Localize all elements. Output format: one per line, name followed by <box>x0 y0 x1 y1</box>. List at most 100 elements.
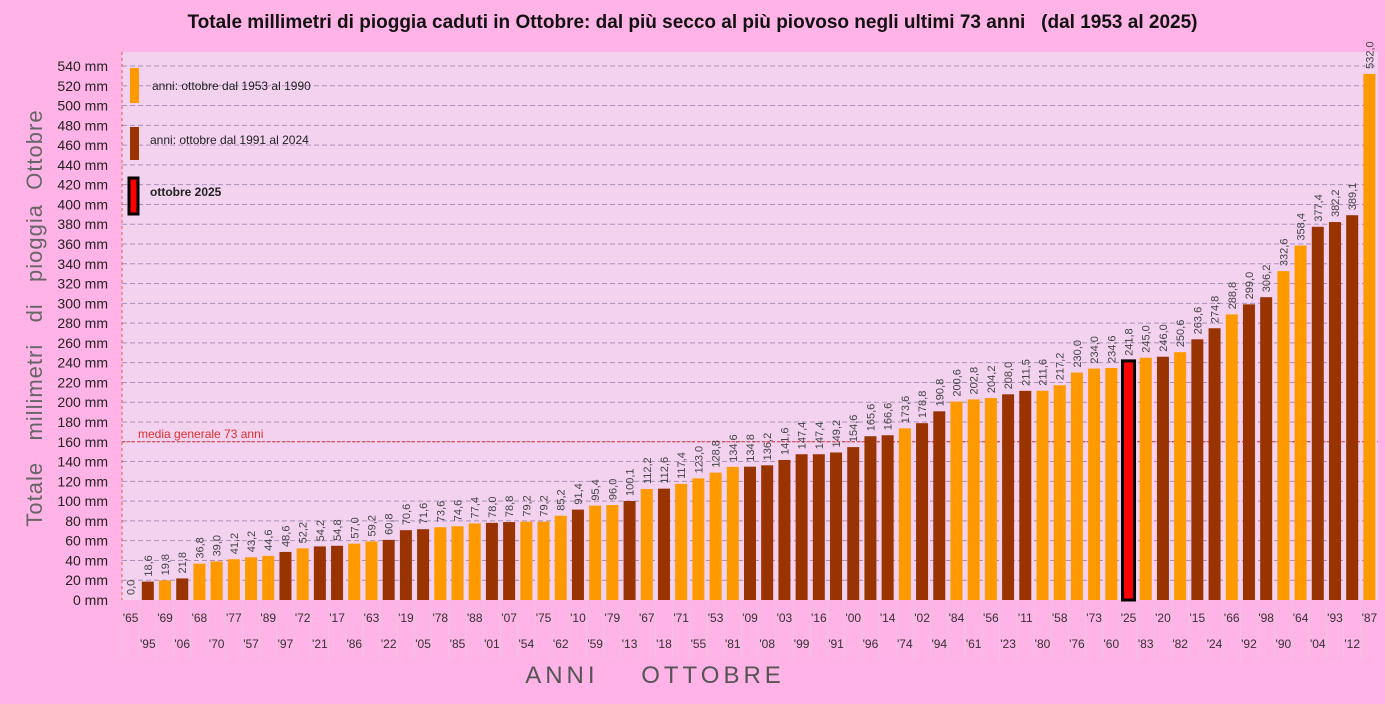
x-tick-label: '19 <box>398 611 414 625</box>
bar-53 <box>709 472 722 600</box>
bar-61 <box>967 399 980 600</box>
bar-77 <box>227 559 240 600</box>
bar-09 <box>744 466 756 600</box>
bar-59 <box>589 505 602 600</box>
data-label: 217,2 <box>1055 353 1067 381</box>
x-tick-label: '21 <box>312 637 328 651</box>
bar-82 <box>1174 352 1187 600</box>
bar-11 <box>1019 390 1032 600</box>
y-tick-label: 360 mm <box>57 236 108 252</box>
y-tick-label: 260 mm <box>57 335 108 351</box>
data-label: 52,2 <box>298 522 310 543</box>
mean-line-label: media generale 73 anni <box>138 427 263 441</box>
y-tick-label: 540 mm <box>57 58 108 74</box>
bar-07 <box>503 522 516 600</box>
data-label: 147,4 <box>797 422 809 450</box>
bar-16 <box>812 454 825 600</box>
x-tick-label: '87 <box>1362 611 1378 625</box>
bar-62 <box>554 515 567 600</box>
x-tick-label: '64 <box>1293 611 1309 625</box>
x-tick-label: '79 <box>605 611 621 625</box>
bar-24 <box>1208 328 1221 600</box>
bar-56 <box>984 398 997 600</box>
x-axis-title: ANNI OTTOBRE <box>525 662 785 689</box>
bar-15 <box>1191 339 1204 600</box>
y-tick-label: 280 mm <box>57 315 108 331</box>
data-label: 234,6 <box>1106 335 1118 363</box>
x-tick-label: '22 <box>381 637 397 651</box>
data-label: 59,2 <box>366 515 378 536</box>
data-label: 71,6 <box>418 503 430 524</box>
bar-00 <box>847 447 860 600</box>
bar-73 <box>1088 368 1101 600</box>
bar-90 <box>1277 271 1290 600</box>
bar-55 <box>692 478 705 600</box>
x-tick-label: '93 <box>1327 611 1343 625</box>
x-tick-label: '03 <box>777 611 793 625</box>
x-tick-label: '10 <box>570 611 586 625</box>
data-label: 306,2 <box>1261 265 1273 293</box>
bar-70 <box>210 561 223 600</box>
y-tick-label: 60 mm <box>65 533 108 549</box>
data-label: 250,6 <box>1175 320 1187 348</box>
legend-label-2025: ottobre 2025 <box>150 185 222 199</box>
x-tick-label: '54 <box>519 637 535 651</box>
x-tick-label: '86 <box>346 637 362 651</box>
y-tick-label: 500 mm <box>57 98 108 114</box>
y-tick-label: 400 mm <box>57 196 108 212</box>
x-tick-label: '92 <box>1241 637 1257 651</box>
x-tick-label: '61 <box>966 637 982 651</box>
x-tick-label: '11 <box>1018 611 1033 625</box>
bar-69 <box>159 580 172 600</box>
data-label: 74,6 <box>453 500 465 521</box>
data-label: 77,4 <box>470 497 482 518</box>
bar-23 <box>1002 394 1015 600</box>
bar-94 <box>933 411 946 600</box>
bar-72 <box>296 548 309 600</box>
bar-71 <box>675 483 688 600</box>
legend-swatch-2025 <box>127 176 140 216</box>
data-label: 112,6 <box>659 457 671 484</box>
bar-79 <box>606 505 619 600</box>
legend-label-1953-1990: anni: ottobre dal 1953 al 1990 <box>152 79 311 93</box>
data-label: 79,2 <box>521 495 533 516</box>
x-tick-label: '76 <box>1069 637 1085 651</box>
x-tick-label: '25 <box>1121 611 1137 625</box>
x-tick-label: '95 <box>140 637 156 651</box>
x-tick-label: '67 <box>639 611 655 625</box>
data-label: 532,0 <box>1364 41 1376 69</box>
y-tick-label: 220 mm <box>57 374 108 390</box>
data-label: 85,2 <box>556 489 568 510</box>
bar-85 <box>451 526 464 600</box>
data-label: 54,8 <box>332 519 344 540</box>
x-tick-label: '01 <box>484 637 500 651</box>
x-tick-label: '02 <box>914 611 930 625</box>
x-tick-label: '00 <box>845 611 861 625</box>
x-tick-label: '81 <box>725 637 741 651</box>
bar-08 <box>761 465 774 600</box>
x-tick-label: '24 <box>1207 637 1223 651</box>
x-tick-label: '65 <box>123 611 139 625</box>
x-tick-label: '53 <box>708 611 724 625</box>
y-tick-label: 520 mm <box>57 78 108 94</box>
y-tick-label: 180 mm <box>57 414 108 430</box>
bar-54 <box>520 521 533 600</box>
data-label: 166,6 <box>883 403 895 431</box>
y-tick-label: 20 mm <box>65 572 108 588</box>
bar-66 <box>1225 314 1238 600</box>
x-tick-label: '88 <box>467 611 483 625</box>
data-label: 241,8 <box>1124 328 1136 356</box>
y-tick-label: 460 mm <box>57 137 108 153</box>
bar-64 <box>1294 245 1307 601</box>
data-label: 78,0 <box>487 496 499 517</box>
data-label: 204,2 <box>986 366 998 394</box>
x-tick-label: '16 <box>811 611 827 625</box>
x-tick-label: '83 <box>1138 637 1154 651</box>
bar-81 <box>726 466 739 600</box>
x-tick-label: '80 <box>1035 637 1051 651</box>
x-tick-label: '20 <box>1155 611 1171 625</box>
bar-97 <box>279 551 292 600</box>
data-label: 332,6 <box>1278 239 1290 267</box>
y-tick-label: 380 mm <box>57 216 108 232</box>
data-label: 211,5 <box>1020 359 1032 386</box>
